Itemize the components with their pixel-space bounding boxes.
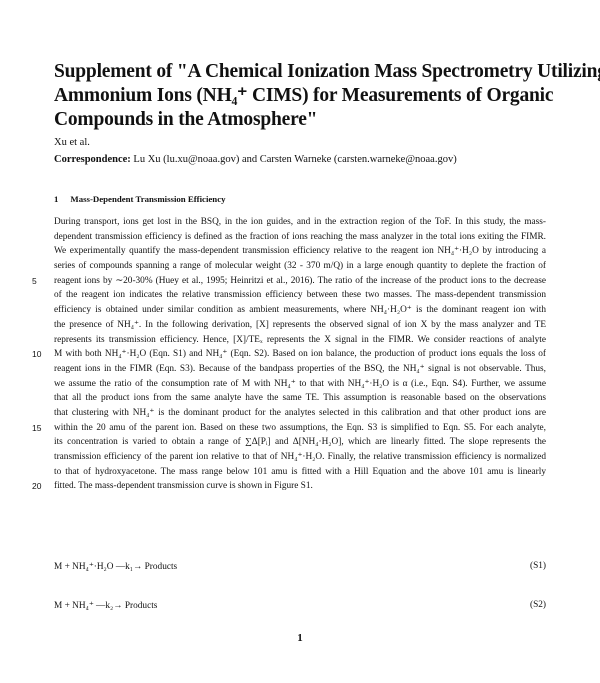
- title-line: Ammonium Ions (NH₄⁺ CIMS) for Measuremen…: [54, 85, 554, 106]
- text-line-content: within the 20 amu of the parent ion. Bas…: [54, 422, 546, 433]
- text-line-content: reagent ions in the FIMR (Eqn. S3). Beca…: [54, 363, 546, 374]
- text-line-content: We experimentally quantify the mass-depe…: [54, 246, 546, 257]
- text-line: dependent transmission efficiency is def…: [54, 230, 546, 245]
- text-line-content: During transport, ions get lost in the B…: [54, 217, 546, 227]
- title-line: Supplement of "A Chemical Ionization Mas…: [54, 61, 600, 82]
- text-line: of the reagent ion indicates the relativ…: [54, 288, 546, 303]
- section-heading: 1 Mass-Dependent Transmission Efficiency: [54, 194, 226, 204]
- text-line: We experimentally quantify the mass-depe…: [54, 244, 546, 259]
- text-line: its concentration is varied to obtain a …: [54, 435, 546, 450]
- text-line: to that of hydroxyacetone. The mass rang…: [54, 465, 546, 480]
- line-number: 20: [32, 481, 42, 492]
- section-number: 1: [54, 194, 59, 204]
- text-line: the presence of NH₄⁺. In the following d…: [54, 318, 546, 333]
- text-line: efficiency is obtained under similar con…: [54, 303, 546, 318]
- correspondence-text: Lu Xu (lu.xu@noaa.gov) and Carsten Warne…: [130, 154, 457, 165]
- equation-expression: M + NH₄⁺·H₂O —k₁→ Products: [54, 562, 178, 572]
- text-line-content: to that of hydroxyacetone. The mass rang…: [54, 466, 546, 477]
- text-line: transmission efficiency of the parent io…: [54, 450, 546, 465]
- text-line: 15 within the 20 amu of the parent ion. B…: [32, 421, 546, 436]
- text-line: series of compounds spanning a range of …: [54, 259, 546, 274]
- line-number: 15: [32, 422, 42, 433]
- text-line: 10 M with both NH₄⁺·H₂O (Eqn. S1) and NH₄…: [32, 347, 546, 362]
- text-line-content: dependent transmission efficiency is def…: [54, 231, 546, 242]
- text-line: that clustering with NH₄⁺ is the dominan…: [54, 406, 546, 421]
- correspondence: Correspondence: Lu Xu (lu.xu@noaa.gov) a…: [54, 153, 457, 166]
- correspondence-label: Correspondence:: [54, 154, 131, 165]
- text-line-content: reagent ions by ∼20-30% (Huey et al., 19…: [54, 275, 546, 286]
- text-line: represents its transmission efficiency. …: [54, 333, 546, 348]
- equation-s2: M + NH₄⁺ —k₂→ Products (S2): [54, 600, 546, 611]
- equation-s1: M + NH₄⁺·H₂O —k₁→ Products (S1): [54, 561, 546, 572]
- line-number: 5: [32, 275, 37, 286]
- text-line-content: M with both NH₄⁺·H₂O (Eqn. S1) and NH₄⁺ …: [54, 349, 546, 360]
- text-line-content: efficiency is obtained under similar con…: [54, 305, 546, 316]
- text-line-content: represents its transmission efficiency. …: [54, 334, 546, 345]
- text-line-content: that all the product ions from the same …: [54, 393, 546, 404]
- section-title: Mass-Dependent Transmission Efficiency: [70, 194, 226, 204]
- text-line: reagent ions in the FIMR (Eqn. S3). Beca…: [54, 362, 546, 377]
- text-line-content: its concentration is varied to obtain a …: [54, 437, 546, 448]
- authors: Xu et al.: [54, 137, 90, 148]
- equation-label: (S2): [529, 600, 546, 610]
- equation-label: (S1): [529, 561, 546, 571]
- text-line: 20 fitted. The mass-dependent transmissio…: [32, 479, 546, 494]
- text-line: During transport, ions get lost in the B…: [54, 215, 546, 230]
- text-line-content: the presence of NH₄⁺. In the following d…: [54, 319, 546, 330]
- document-title: Supplement of "A Chemical Ionization Mas…: [54, 60, 600, 132]
- text-line-content: series of compounds spanning a range of …: [54, 261, 546, 272]
- text-line: we assume the ratio of the consumption r…: [54, 377, 546, 392]
- line-number: 10: [32, 349, 42, 360]
- text-line-content: fitted. The mass-dependent transmission …: [54, 481, 313, 492]
- page-number: 1: [297, 632, 303, 644]
- text-line: 5 reagent ions by ∼20-30% (Huey et al., 1…: [32, 274, 546, 289]
- text-line-content: transmission efficiency of the parent io…: [54, 452, 546, 462]
- text-line-content: of the reagent ion indicates the relativ…: [54, 290, 546, 301]
- equation-expression: M + NH₄⁺ —k₂→ Products: [54, 601, 158, 611]
- title-line: Compounds in the Atmosphere": [54, 109, 318, 130]
- text-line-content: we assume the ratio of the consumption r…: [54, 378, 546, 389]
- text-line-content: that clustering with NH₄⁺ is the dominan…: [54, 407, 546, 418]
- body-text: During transport, ions get lost in the B…: [32, 215, 546, 494]
- text-line: that all the product ions from the same …: [54, 391, 546, 406]
